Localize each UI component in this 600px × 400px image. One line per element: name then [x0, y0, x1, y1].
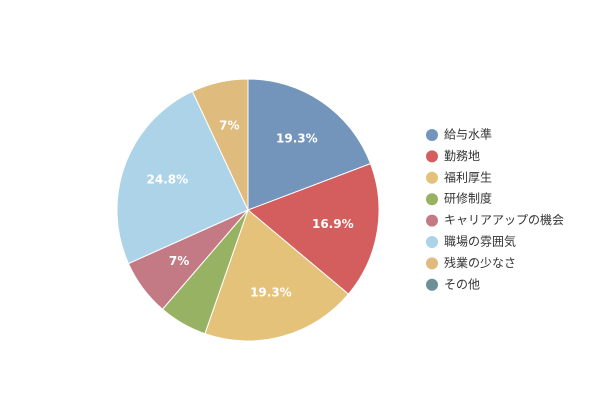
slice-5-label: 24.8%	[147, 173, 189, 187]
legend-marker	[426, 236, 438, 248]
legend-label: 給与水準	[444, 127, 492, 142]
slice-0[interactable]	[247, 78, 372, 211]
legend-item-6[interactable]: 残業の少なさ	[426, 256, 516, 270]
slice-2[interactable]	[204, 209, 350, 342]
legend-item-5[interactable]: 職場の雰囲気	[426, 234, 516, 249]
legend-item-0[interactable]: 給与水準	[426, 127, 492, 142]
legend-label: 研修制度	[444, 191, 492, 206]
legend-marker	[426, 278, 438, 291]
slice-2-label: 19.3%	[250, 285, 292, 299]
slice-4-label: 7%	[169, 254, 189, 268]
legend-item-3[interactable]: 研修制度	[426, 191, 492, 206]
legend-item-1[interactable]: 勤務地	[426, 149, 480, 163]
legend-item-4[interactable]: キャリアアップの機会	[426, 212, 564, 227]
legend-label: 勤務地	[444, 149, 480, 163]
slice-6[interactable]	[191, 78, 249, 211]
legend-item-7[interactable]: その他	[426, 277, 480, 291]
legend-marker	[426, 129, 438, 141]
legend-marker	[426, 214, 438, 227]
legend-label: 残業の少なさ	[444, 256, 516, 270]
legend-label: その他	[444, 277, 480, 291]
legend-marker	[426, 257, 438, 270]
pie-slices	[116, 78, 380, 342]
slice-6-label: 7%	[219, 119, 239, 133]
legend-label: 職場の雰囲気	[444, 234, 516, 249]
legend-label: キャリアアップの機会	[444, 212, 564, 227]
slice-0-label: 19.3%	[276, 132, 318, 146]
legend-marker	[426, 150, 438, 163]
legend-marker	[426, 171, 438, 184]
legend-item-2[interactable]: 福利厚生	[426, 169, 492, 184]
slice-1[interactable]	[247, 162, 380, 295]
legend-label: 福利厚生	[444, 169, 492, 184]
slice-1-label: 16.9%	[312, 217, 354, 231]
legend-marker	[426, 193, 438, 206]
slice-labels: 19.3% 16.9% 19.3% 7% 24.8% 7%	[147, 119, 354, 300]
slice-5[interactable]	[116, 90, 249, 265]
